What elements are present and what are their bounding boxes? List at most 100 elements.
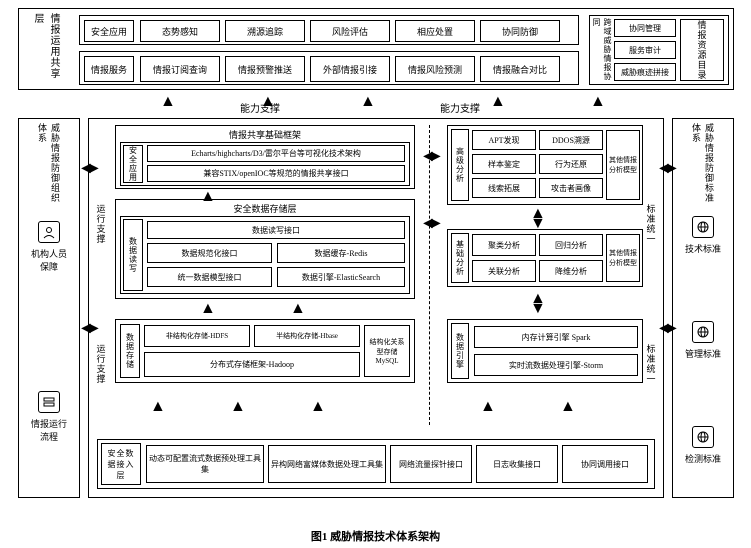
top-right-dir: 情报资源目录 <box>680 19 724 81</box>
access-1: 异构网络富媒体数据处理工具集 <box>268 445 386 483</box>
right-item2-group: 管理标准 <box>673 319 733 362</box>
arrow-up-1: ▲ <box>160 93 176 111</box>
arrow-mid-1b: ► <box>428 148 444 166</box>
left-item1: 机构人员保障 <box>29 245 69 275</box>
adv-label: 高级分析 <box>451 129 469 201</box>
arrow-b-3: ▲ <box>310 398 326 416</box>
left-col-label: 威胁情报防御组织体系 <box>21 123 77 203</box>
top-layer-panel: 情报运用共享层 安全应用 态势感知 溯源追踪 风险评估 相应处置 协同防御 情报… <box>18 8 734 90</box>
share-frame-0: Echarts/highcharts/D3/雷尔平台等可视化技术架构 <box>147 145 405 162</box>
globe-icon-2 <box>692 321 714 343</box>
share-frame-title: 情报共享基础框架 <box>116 126 414 143</box>
arrow-mid-2b: ► <box>428 215 444 233</box>
storage-l2: 统一数据模型接口 <box>147 267 272 287</box>
right-item3: 检测标准 <box>673 450 733 467</box>
right-item3-group: 检测标准 <box>673 424 733 467</box>
arrow-b-4: ▲ <box>480 398 496 416</box>
adv-c: 其他情报分析模型 <box>606 130 640 200</box>
cap-right: 能力支撑 <box>440 100 480 115</box>
share-frame-1: 兼容STIX/openIOC等规范的情报共享接口 <box>147 165 405 182</box>
storage-t: 数据读写接口 <box>147 221 405 239</box>
basic-e: 降维分析 <box>539 260 603 282</box>
storage-title: 安全数据存储层 <box>116 200 414 217</box>
right-item2: 管理标准 <box>673 345 733 362</box>
arrow-up-2: ▲ <box>260 93 276 111</box>
arrow-v-5b: ▼ <box>530 300 546 318</box>
arrow-up-4: ▲ <box>490 93 506 111</box>
globe-icon <box>692 216 714 238</box>
access-0: 动态可配置流式数据预处理工具集 <box>146 445 264 483</box>
storage-l1: 数据规范化接口 <box>147 243 272 263</box>
basic-b: 回归分析 <box>539 234 603 256</box>
storage-r2: 数据引擎-ElasticSearch <box>277 267 405 287</box>
basic-d: 关联分析 <box>472 260 536 282</box>
run-support-1: 运行支撑 <box>93 179 109 269</box>
share-frame-inner: 安全应用 Echarts/highcharts/D3/雷尔平台等可视化技术架构 … <box>120 142 410 186</box>
top-row1-3: 相应处置 <box>395 20 475 42</box>
arrow-b-2: ▲ <box>230 398 246 416</box>
arrow-up-5: ▲ <box>590 93 606 111</box>
top-row1-1: 溯源追踪 <box>225 20 305 42</box>
storage-r1: 数据缓存-Redis <box>277 243 405 263</box>
engine-panel: 数据引擎 内存计算引擎 Spark 实时流数据处理引擎-Storm <box>447 319 643 383</box>
adv-f: 线索拓展 <box>472 178 536 198</box>
engine-b: 实时流数据处理引擎-Storm <box>474 354 638 376</box>
top-left-label: 情报运用共享层 <box>23 13 67 87</box>
std-unify-1: 标准统一 <box>643 179 659 269</box>
top-row2-panel: 情报服务 情报订阅查询 情报预警推送 外部情报引接 情报风险预测 情报融合对比 <box>79 51 579 85</box>
top-row2-label: 情报服务 <box>84 56 134 82</box>
top-right-0: 协同管理 <box>614 19 676 37</box>
arrow-v-1: ▲ <box>200 188 216 206</box>
right-item1-group: 技术标准 <box>673 214 733 257</box>
left-col-panel: 威胁情报防御组织体系 机构人员保障 情报运行流程 <box>18 118 80 498</box>
central-panel: 运行支撑 运行支撑 标准统一 标准统一 情报共享基础框架 安全应用 Echart… <box>88 118 664 498</box>
flow-icon <box>38 391 60 413</box>
right-col-label: 威胁情报防御标准体系 <box>675 123 731 203</box>
storage2-a: 非结构化存储-HDFS <box>144 325 250 347</box>
top-row2-4: 情报融合对比 <box>480 56 560 82</box>
access-2: 网络流量探针接口 <box>390 445 472 483</box>
top-right-1: 服务审计 <box>614 41 676 59</box>
storage-inner: 数据读写 数据读写接口 数据规范化接口 数据缓存-Redis 统一数据模型接口 … <box>120 216 410 294</box>
arrow-v-3: ▲ <box>290 300 306 318</box>
adv-b: DDOS溯源 <box>539 130 603 150</box>
right-col-panel: 威胁情报防御标准体系 技术标准 管理标准 检测标准 <box>672 118 734 498</box>
arrow-lr-1b: ► <box>86 160 102 178</box>
left-item2: 情报运行流程 <box>29 415 69 445</box>
arrow-rr-1b: ► <box>664 160 680 178</box>
arrow-b-5: ▲ <box>560 398 576 416</box>
arrow-b-1: ▲ <box>150 398 166 416</box>
left-item2-group: 情报运行流程 <box>19 389 79 445</box>
right-item1: 技术标准 <box>673 240 733 257</box>
storage-panel: 安全数据存储层 数据读写 数据读写接口 数据规范化接口 数据缓存-Redis 统… <box>115 199 415 299</box>
access-panel: 安全数据接入层 动态可配置流式数据预处理工具集 异构网络富媒体数据处理工具集 网… <box>97 439 655 489</box>
left-item1-group: 机构人员保障 <box>19 219 79 275</box>
basic-c: 其他情报分析模型 <box>606 234 640 282</box>
basic-label: 基础分析 <box>451 233 469 283</box>
access-4: 协同调用接口 <box>562 445 648 483</box>
top-row1-label: 安全应用 <box>84 20 134 42</box>
adv-g: 攻击者画像 <box>539 178 603 198</box>
share-frame-label: 安全应用 <box>123 145 143 183</box>
top-row2-0: 情报订阅查询 <box>140 56 220 82</box>
arrow-lr-2b: ► <box>86 320 102 338</box>
globe-icon-3 <box>692 426 714 448</box>
engine-label: 数据引擎 <box>451 323 469 379</box>
storage2-d: 分布式存储框架-Hadoop <box>144 352 360 377</box>
basic-panel: 基础分析 聚类分析 回归分析 其他情报分析模型 关联分析 降维分析 <box>447 229 643 287</box>
arrow-up-3: ▲ <box>360 93 376 111</box>
arrow-rr-2b: ► <box>664 320 680 338</box>
access-label: 安全数据接入层 <box>101 443 141 485</box>
adv-e: 行为还原 <box>539 154 603 174</box>
access-3: 日志收集接口 <box>476 445 558 483</box>
storage2-label: 数据存储 <box>120 324 140 378</box>
storage2-panel: 数据存储 非结构化存储-HDFS 半结构化存储-Hbase 结构化关系型存储My… <box>115 319 415 383</box>
top-row2-3: 情报风险预测 <box>395 56 475 82</box>
top-right-panel: 跨域威胁情报协同 协同管理 服务审计 威胁痕迹拼接 情报资源目录 <box>589 15 729 85</box>
adv-panel: 高级分析 APT发现 DDOS溯源 其他情报分析模型 样本鉴定 行为还原 线索拓… <box>447 125 643 205</box>
top-row1-panel: 安全应用 态势感知 溯源追踪 风险评估 相应处置 协同防御 <box>79 15 579 45</box>
person-icon <box>38 221 60 243</box>
top-row1-0: 态势感知 <box>140 20 220 42</box>
engine-a: 内存计算引擎 Spark <box>474 326 638 348</box>
basic-a: 聚类分析 <box>472 234 536 256</box>
